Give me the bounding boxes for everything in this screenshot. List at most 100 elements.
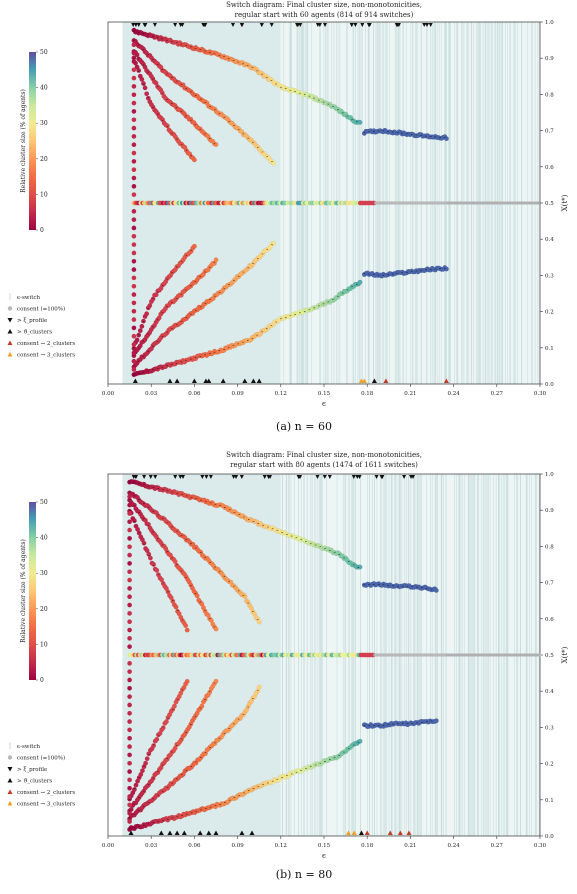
chart-title-line1: Switch diagram: Final cluster size, non-…	[226, 1, 422, 9]
data-point	[271, 240, 277, 246]
data-point	[173, 604, 179, 610]
subfigure-caption: (a) n = 60	[276, 420, 332, 433]
colorbar-tick-label: 20	[40, 156, 48, 163]
subfigure-caption: (b) n = 80	[276, 868, 332, 881]
triangle-down-marker	[136, 23, 141, 27]
triangle-down-marker	[133, 23, 138, 27]
legend-label: > ξ_profile	[17, 767, 47, 773]
triangle-down-marker	[142, 23, 147, 27]
triangle-down-marker	[181, 475, 186, 479]
data-point	[127, 552, 132, 558]
data-point	[433, 718, 439, 724]
data-point	[144, 756, 150, 762]
series-lower	[127, 738, 363, 832]
data-point	[127, 561, 132, 566]
y-tick-label: 0.6	[545, 617, 554, 623]
triangle-down-marker	[208, 475, 213, 479]
triangle-down-marker	[142, 475, 147, 479]
data-point	[213, 257, 219, 263]
triangle-down-marker	[295, 23, 300, 27]
triangle-up-marker	[383, 378, 389, 383]
data-point	[163, 719, 169, 725]
series-lower-cluster	[361, 718, 439, 730]
triangle-down-marker	[374, 475, 379, 479]
data-point	[141, 81, 146, 86]
data-point	[194, 593, 200, 599]
triangle-down-marker	[425, 23, 430, 27]
data-point	[127, 536, 132, 541]
data-point	[443, 136, 449, 142]
data-point	[127, 802, 132, 808]
legend-triangle-icon	[7, 778, 13, 783]
colorbar-tick-label: 0	[40, 227, 44, 234]
data-point	[127, 710, 132, 716]
x-tick-label: 0.21	[404, 391, 416, 397]
triangle-up-marker	[387, 830, 393, 835]
triangle-down-marker	[201, 23, 206, 27]
data-point	[143, 760, 149, 766]
y-tick-label: 0.6	[545, 165, 554, 171]
data-point	[131, 100, 137, 106]
triangle-down-marker	[349, 23, 354, 27]
data-point	[127, 586, 132, 591]
data-point	[127, 661, 132, 666]
data-point	[127, 602, 132, 608]
data-point	[183, 623, 189, 629]
colorbar-tick-label: 50	[40, 499, 48, 506]
triangle-down-marker	[409, 475, 414, 479]
y-tick-label: 0.5	[545, 201, 554, 207]
data-point	[144, 91, 150, 97]
data-point	[131, 75, 137, 81]
data-point	[127, 594, 132, 600]
series-left-column	[131, 42, 137, 372]
x-tick-label: 0.03	[145, 843, 158, 849]
x-tick-label: 0.18	[361, 843, 374, 849]
data-point	[134, 337, 140, 343]
data-point	[127, 494, 132, 500]
x-tick-label: 0.30	[534, 843, 547, 849]
y-tick-label: 0.2	[545, 762, 554, 768]
data-point	[131, 267, 137, 272]
y-tick-label: 0.3	[545, 273, 554, 279]
triangle-down-marker	[153, 475, 158, 479]
markers-top	[131, 475, 415, 479]
data-point	[131, 317, 137, 322]
x-tick-label: 0.27	[491, 843, 504, 849]
data-point	[131, 175, 137, 181]
triangle-up-marker	[174, 378, 180, 383]
colorbar-tick-label: 40	[40, 535, 48, 542]
chart-panel-b: Switch diagram: Final cluster size, non-…	[7, 451, 569, 881]
data-point	[242, 593, 248, 599]
data-point	[213, 142, 219, 148]
data-point	[127, 544, 132, 550]
triangle-down-marker	[204, 475, 209, 479]
triangle-down-marker	[131, 23, 136, 27]
colorbar-tick-label: 50	[40, 49, 48, 56]
legend-label: consent → 2_clusters	[17, 790, 75, 796]
triangle-up-marker	[397, 830, 403, 835]
data-point	[131, 367, 137, 372]
data-point	[131, 333, 137, 339]
data-point	[136, 332, 142, 338]
y-tick-label: 0.2	[545, 310, 554, 316]
y-tick-label: 0.1	[545, 798, 554, 804]
data-point	[131, 125, 137, 131]
colorbar-tick-label: 10	[40, 191, 48, 198]
colorbar	[29, 52, 36, 230]
triangle-down-marker	[379, 475, 384, 479]
legend-label: > ϑ_clusters	[17, 330, 52, 336]
data-point	[357, 738, 363, 744]
triangle-up-marker	[181, 830, 187, 835]
legend-label: ϵ-switch	[17, 744, 41, 750]
x-tick-label: 0.00	[102, 843, 115, 849]
data-point	[199, 703, 205, 709]
legend-label: consent (=100%)	[17, 755, 65, 762]
data-point	[131, 109, 137, 114]
legend-triangle-icon	[7, 340, 13, 345]
triangle-up-marker	[351, 830, 357, 835]
series-middle	[131, 200, 540, 206]
colorbar-tick-label: 30	[40, 120, 48, 127]
triangle-down-marker	[173, 475, 178, 479]
data-point	[131, 225, 137, 231]
data-point	[144, 311, 150, 317]
